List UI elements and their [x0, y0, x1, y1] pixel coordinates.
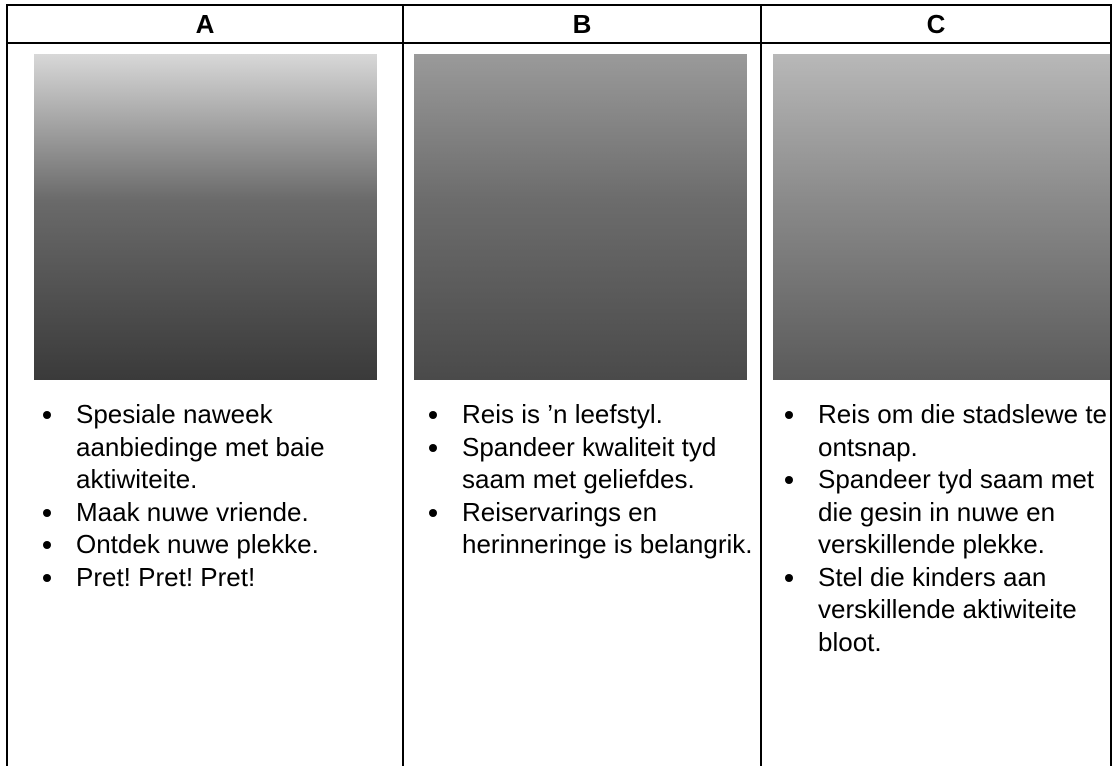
bullet-item: Maak nuwe vriende.	[66, 496, 398, 529]
bullet-list: Spesiale naweek aanbiedinge met baie akt…	[28, 398, 398, 593]
bullet-list: Reis is ’n leefstyl.Spandeer kwaliteit t…	[414, 398, 754, 561]
bullet-item: Reis om die stadslewe te ontsnap.	[808, 398, 1110, 463]
column-header: A	[8, 4, 402, 44]
bullet-item: Ontdek nuwe plekke.	[66, 528, 398, 561]
bullet-item: Spandeer tyd saam met die gesin in nuwe …	[808, 463, 1110, 561]
column-header: B	[404, 4, 760, 44]
table-column: A Spesiale naweek aanbiedinge met baie ak…	[6, 4, 402, 766]
column-header: C	[762, 4, 1110, 44]
photo	[414, 54, 747, 380]
photo	[773, 54, 1110, 380]
bullet-item: Spandeer kwaliteit tyd saam met geliefde…	[452, 431, 754, 496]
bullet-item: Reiservarings en herinneringe is belangr…	[452, 496, 754, 561]
table-column: C Reis om die stadslewe te ontsnap.Spande…	[760, 4, 1112, 766]
bullet-item: Reis is ’n leefstyl.	[452, 398, 754, 431]
bullet-item: Pret! Pret! Pret!	[66, 561, 398, 594]
document: A Spesiale naweek aanbiedinge met baie ak…	[0, 0, 1115, 766]
table-column: B Reis is ’n leefstyl.Spandeer kwaliteit …	[402, 4, 760, 766]
bullet-list: Reis om die stadslewe te ontsnap.Spandee…	[770, 398, 1110, 658]
photo	[34, 54, 377, 380]
bullet-item: Stel die kinders aan verskillende aktiwi…	[808, 561, 1110, 659]
bullet-item: Spesiale naweek aanbiedinge met baie akt…	[66, 398, 398, 496]
